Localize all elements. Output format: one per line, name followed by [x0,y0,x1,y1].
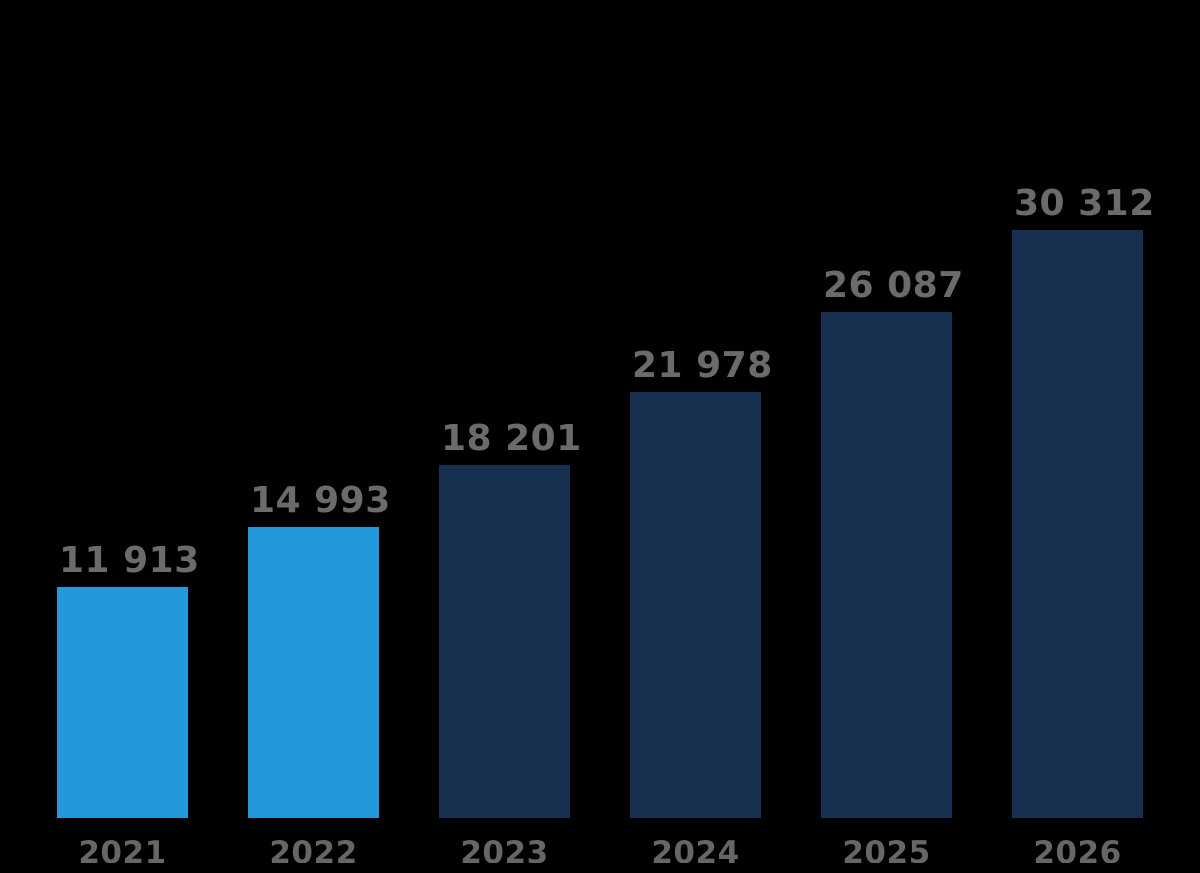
x-tick-label: 2021 [78,838,167,863]
x-tick-label: 2023 [460,838,549,863]
x-tick-label: 2022 [269,838,358,863]
bar [248,527,379,818]
x-tick-label: 2025 [842,838,931,863]
x-tick-label: 2024 [651,838,740,863]
bar-value-label: 14 993 [250,480,391,521]
bar-value-label: 11 913 [59,540,200,581]
bar-value-label: 30 312 [1014,183,1155,224]
bar-value-label: 18 201 [441,418,582,459]
plot-area: 11 913 14 993 18 201 21 978 26 087 30 312 [57,0,1154,818]
bar [630,392,761,818]
bar [439,465,570,818]
x-tick-label: 2026 [1033,838,1122,863]
bar-value-label: 21 978 [632,345,773,386]
bar [821,312,952,818]
bar-group: 21 978 [630,345,772,818]
bar-group: 30 312 [1012,183,1154,818]
bar-group: 14 993 [248,480,390,818]
bar [1012,230,1143,818]
x-axis: 2021 2022 2023 2024 2025 2026 [57,838,1143,863]
bar-group: 26 087 [821,265,963,818]
bar-value-label: 26 087 [823,265,964,306]
bar-group: 18 201 [439,418,581,818]
bar [57,587,188,818]
bar-group: 11 913 [57,540,199,818]
